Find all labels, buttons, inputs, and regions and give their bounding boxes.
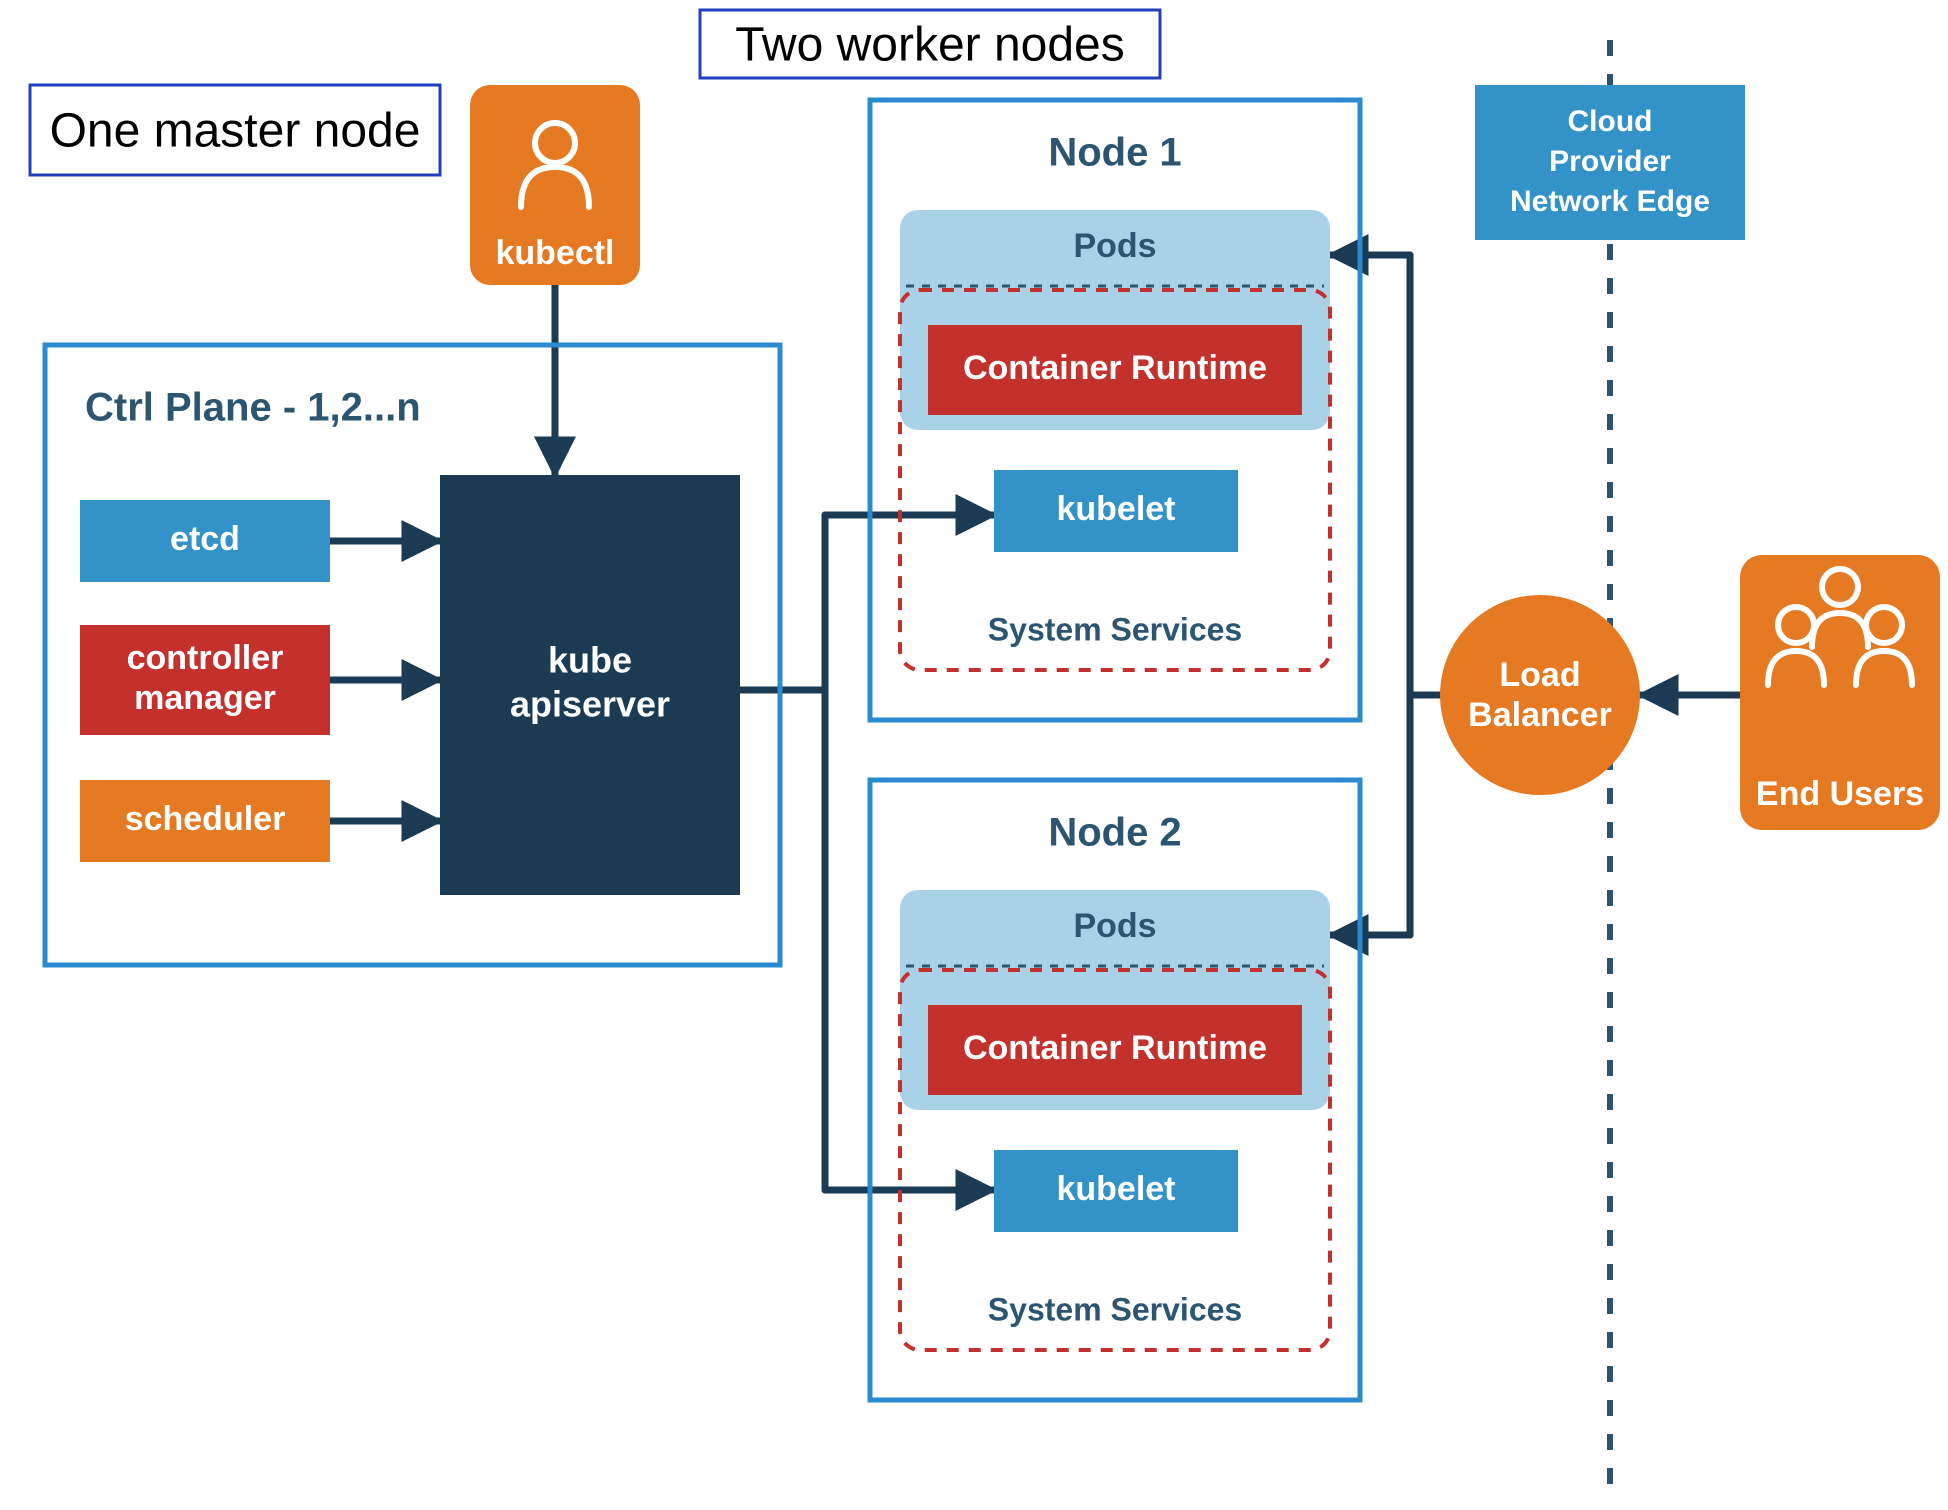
- node-1-runtime-label: Container Runtime: [963, 349, 1267, 387]
- cloud-edge-line3: Network Edge: [1510, 185, 1710, 218]
- lb-label-1: Load: [1499, 656, 1580, 694]
- node-1-kubelet-label: kubelet: [1056, 490, 1175, 528]
- node-1-title: Node 1: [1048, 131, 1181, 175]
- scheduler-label: scheduler: [125, 800, 286, 838]
- end-users-label: End Users: [1756, 775, 1924, 813]
- node-2-runtime-label: Container Runtime: [963, 1029, 1267, 1067]
- node-2-kubelet-label: kubelet: [1056, 1170, 1175, 1208]
- node-2-title: Node 2: [1048, 811, 1181, 855]
- node-2-sys-label: System Services: [988, 1291, 1242, 1327]
- lb-label-2: Balancer: [1468, 696, 1612, 734]
- annotation-master-label: One master node: [50, 105, 421, 158]
- cloud-edge-line1: Cloud: [1568, 105, 1653, 138]
- node-1-pods-label: Pods: [1073, 227, 1156, 265]
- ctrl-plane-title: Ctrl Plane - 1,2...n: [85, 386, 421, 430]
- kubectl-label: kubectl: [495, 234, 614, 272]
- apiserver-label-2: apiserver: [510, 684, 670, 725]
- cloud-edge-line2: Provider: [1549, 145, 1671, 178]
- controller-label-1: controller: [127, 639, 284, 677]
- apiserver-label-1: kube: [548, 640, 632, 681]
- annotation-workers-label: Two worker nodes: [735, 19, 1125, 72]
- etcd-label: etcd: [170, 520, 240, 558]
- node-2-pods-label: Pods: [1073, 907, 1156, 945]
- node-1-sys-label: System Services: [988, 611, 1242, 647]
- controller-label-2: manager: [134, 679, 276, 717]
